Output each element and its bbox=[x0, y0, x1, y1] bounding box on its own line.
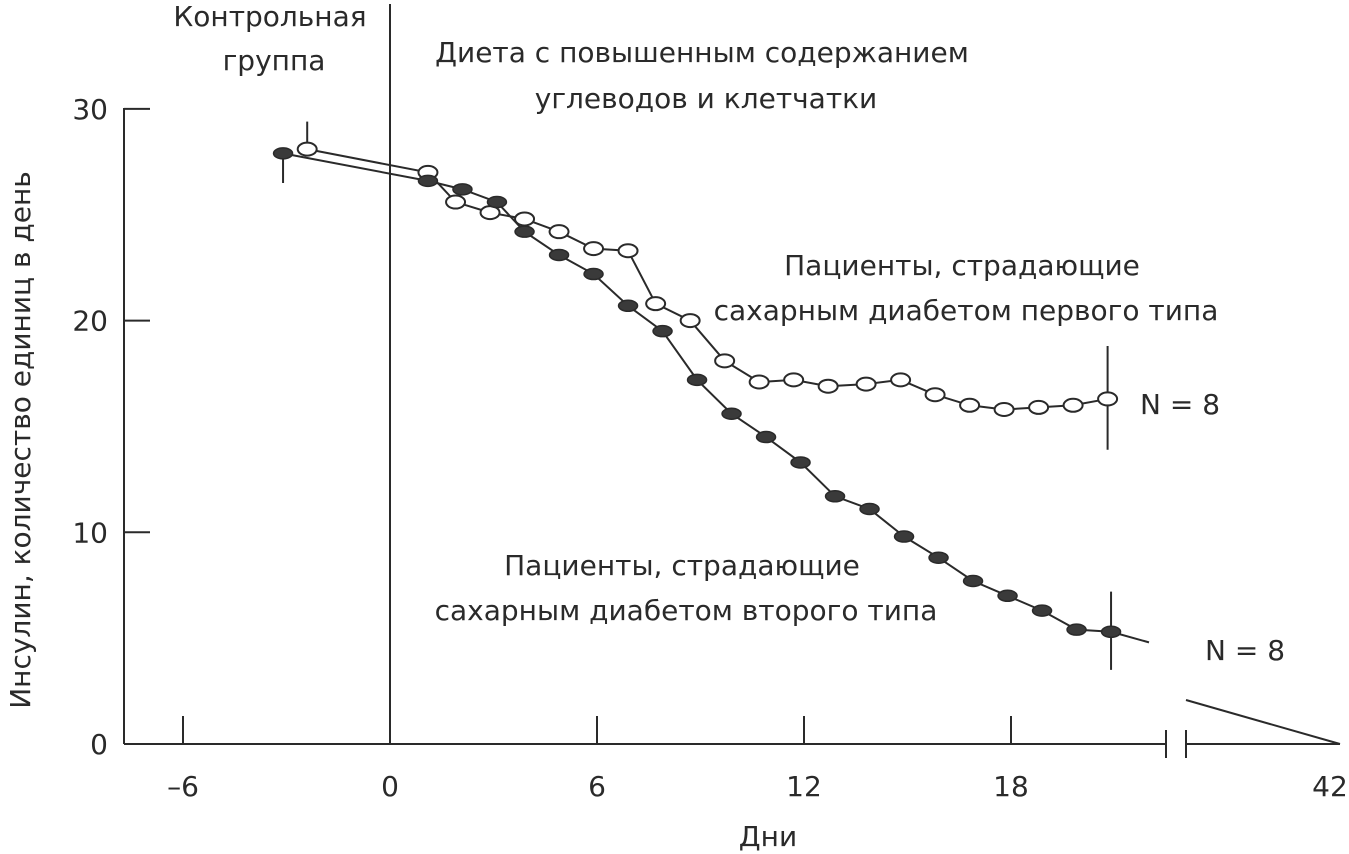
data-point-filled bbox=[686, 373, 708, 387]
y-tick-label: 20 bbox=[72, 305, 108, 338]
data-point-filled bbox=[1066, 623, 1087, 636]
tick-labels: 0 10 20 30 –6 0 6 12 18 42 bbox=[72, 93, 1347, 803]
data-point-filled bbox=[721, 407, 742, 420]
x-tick-label: 0 bbox=[381, 770, 399, 803]
data-point-filled bbox=[583, 267, 604, 281]
annotation-type2-line2: сахарным диабетом второго типа bbox=[435, 594, 938, 627]
data-point-open bbox=[645, 296, 667, 312]
data-point-open bbox=[714, 353, 736, 369]
data-point-open bbox=[748, 374, 770, 390]
data-point-open bbox=[890, 372, 912, 388]
data-point-filled bbox=[755, 430, 777, 444]
x-tick-label: –6 bbox=[167, 770, 199, 803]
x-axis-label: Дни bbox=[739, 820, 797, 853]
data-point-open bbox=[993, 402, 1015, 418]
data-point-open bbox=[924, 387, 946, 403]
annotation-n-type2: N = 8 bbox=[1205, 634, 1285, 667]
data-point-filled bbox=[617, 299, 639, 313]
series-2 bbox=[272, 147, 1150, 670]
data-point-open bbox=[583, 241, 605, 257]
data-point-open bbox=[783, 372, 805, 388]
data-point-open bbox=[445, 194, 467, 210]
y-axis-label: Инсулин, количество единиц в день bbox=[4, 171, 37, 709]
x-tick-label: 18 bbox=[993, 770, 1029, 803]
data-point-open bbox=[855, 376, 877, 392]
data-point-filled bbox=[997, 589, 1018, 603]
y-tick-label: 30 bbox=[72, 93, 108, 126]
data-point-filled bbox=[652, 324, 673, 338]
x-tick-label: 42 bbox=[1312, 770, 1348, 803]
x-tick-label: 12 bbox=[786, 770, 822, 803]
data-point-filled bbox=[962, 574, 984, 588]
diagonal-to-day-42 bbox=[1185, 699, 1341, 745]
annotation-control-line2: группа bbox=[223, 44, 326, 77]
data-point-filled bbox=[1100, 625, 1122, 639]
data-point-filled bbox=[417, 174, 439, 188]
data-point-open bbox=[617, 243, 639, 259]
data-point-open bbox=[817, 378, 839, 394]
axes bbox=[123, 4, 1341, 758]
data-point-open bbox=[1028, 399, 1050, 415]
data-point-filled bbox=[1031, 604, 1053, 617]
data-point-filled bbox=[928, 551, 949, 564]
annotation-type1-line2: сахарным диабетом первого типа bbox=[714, 294, 1219, 327]
data-point-filled bbox=[859, 502, 880, 516]
data-point-open bbox=[1097, 391, 1119, 407]
annotation-diet-line1: Диета с повышенным содержанием bbox=[435, 36, 969, 69]
y-tick-label: 0 bbox=[90, 728, 108, 761]
data-point-filled bbox=[824, 490, 846, 503]
x-tick-label: 6 bbox=[588, 770, 606, 803]
ticks bbox=[124, 107, 1012, 744]
annotation-control-line1: Контрольная bbox=[173, 0, 366, 33]
series-line bbox=[307, 148, 1108, 411]
data-point-open bbox=[959, 397, 981, 413]
data-point-filled bbox=[452, 183, 473, 196]
data-point-open bbox=[1062, 397, 1084, 413]
series-1 bbox=[296, 121, 1119, 450]
y-tick-label: 10 bbox=[72, 516, 108, 549]
data-point-filled bbox=[486, 195, 508, 209]
data-point-filled bbox=[514, 225, 535, 238]
data-point-filled bbox=[790, 456, 811, 469]
data-point-open bbox=[548, 224, 570, 240]
data-point-filled bbox=[893, 530, 915, 543]
annotation-type1-line1: Пациенты, страдающие bbox=[784, 249, 1140, 282]
data-point-open bbox=[296, 141, 318, 157]
annotation-diet-line2: углеводов и клетчатки bbox=[535, 82, 878, 115]
annotation-type2-line1: Пациенты, страдающие bbox=[504, 549, 860, 582]
data-point-filled bbox=[548, 248, 570, 262]
data-point-open bbox=[679, 313, 701, 329]
data-point-filled bbox=[272, 147, 294, 160]
series-layer bbox=[272, 121, 1150, 670]
annotation-n-type1: N = 8 bbox=[1140, 388, 1220, 421]
